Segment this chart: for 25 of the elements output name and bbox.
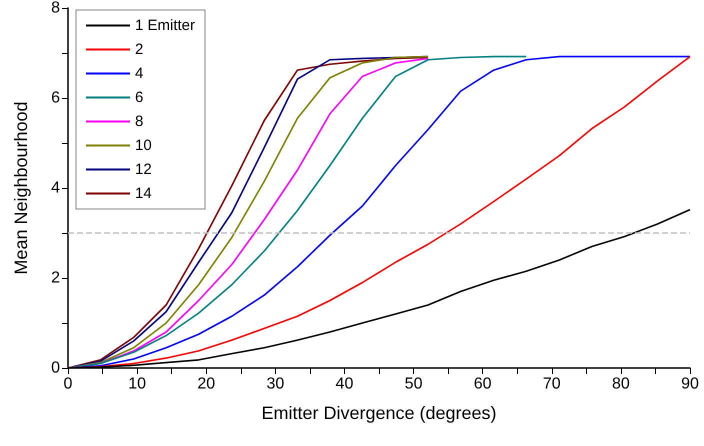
y-tick-label: 0	[51, 360, 60, 376]
x-tick-label: 40	[336, 376, 354, 392]
x-tick-label: 60	[474, 376, 492, 392]
y-tick-label: 8	[51, 0, 60, 16]
legend-label: 8	[135, 113, 144, 130]
legend-label: 1 Emitter	[135, 17, 196, 34]
x-tick-label: 50	[404, 376, 423, 392]
y-tick-label: 4	[51, 180, 60, 196]
x-tick-label: 80	[612, 376, 630, 392]
legend-label: 2	[135, 41, 144, 58]
x-tick-label: 10	[128, 376, 146, 392]
x-axis-title: Emitter Divergence (degrees)	[261, 403, 497, 423]
x-tick-label: 0	[64, 376, 73, 392]
legend-label: 14	[135, 185, 152, 202]
legend-label: 4	[135, 65, 144, 82]
y-axis-title: Mean Neighbourhood	[11, 101, 31, 275]
y-tick-label: 6	[51, 90, 60, 106]
legend-label: 10	[135, 137, 152, 154]
x-tick-label: 20	[197, 376, 216, 392]
x-tick-label: 30	[266, 376, 284, 392]
x-tick-label: 70	[542, 376, 561, 392]
legend-label: 12	[135, 161, 152, 178]
legend-label: 6	[135, 89, 144, 106]
y-tick-label: 2	[51, 270, 60, 286]
x-tick-label: 90	[681, 376, 699, 392]
